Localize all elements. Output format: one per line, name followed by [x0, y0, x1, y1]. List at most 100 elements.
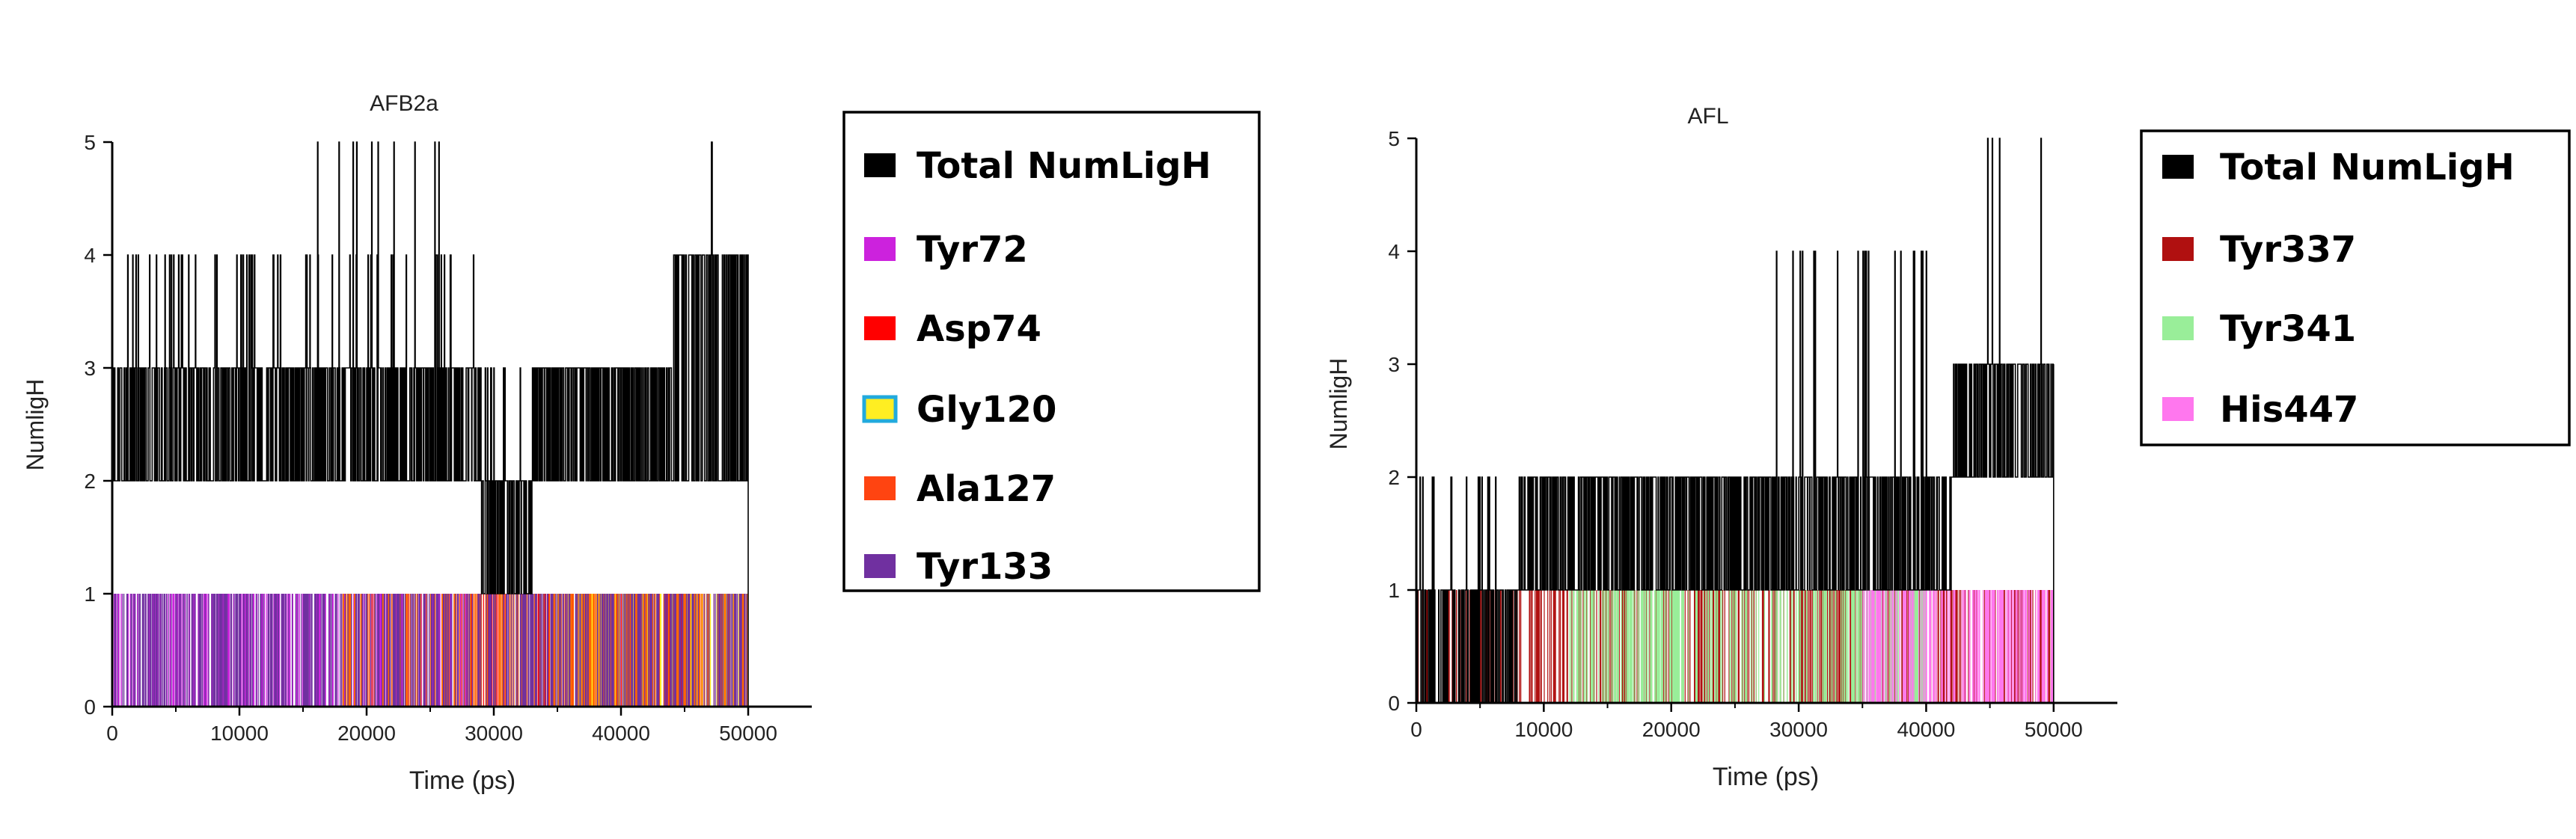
bar [387, 594, 388, 707]
bar [2008, 590, 2010, 703]
bar [1583, 590, 1585, 703]
bar [1859, 590, 1861, 703]
bar [650, 594, 652, 707]
bar [1834, 590, 1835, 703]
bar [2020, 590, 2022, 703]
bar [628, 594, 629, 707]
bar [536, 594, 537, 707]
bar [1972, 590, 1974, 703]
bar [278, 594, 281, 707]
bar [1993, 590, 1995, 703]
bar [285, 594, 287, 707]
bar [153, 594, 154, 707]
legend-swatch-total-numligh [864, 153, 896, 177]
bar [486, 594, 487, 707]
bar [343, 594, 344, 707]
bar [634, 594, 637, 707]
bar [1821, 590, 1823, 703]
bar [1606, 590, 1607, 703]
bar [591, 594, 593, 707]
bar [1671, 590, 1673, 703]
bar [524, 594, 526, 707]
bar [637, 594, 638, 707]
bar [1998, 590, 2001, 703]
bar [471, 594, 472, 707]
bar [397, 594, 398, 707]
bar [742, 594, 744, 707]
bar [1552, 590, 1554, 703]
bar [721, 594, 723, 707]
bar [1873, 590, 1874, 703]
bar [683, 594, 685, 707]
bar [386, 594, 388, 707]
bar [1713, 590, 1715, 703]
bar [276, 594, 278, 707]
bar [1541, 590, 1542, 703]
bar [344, 594, 346, 707]
bar [2029, 590, 2031, 703]
y-tick-label: 2 [1388, 466, 1400, 489]
bar [221, 594, 223, 707]
bar [729, 594, 730, 707]
bar [1549, 590, 1551, 703]
bar [1873, 590, 1875, 703]
bar [1888, 590, 1890, 703]
bar [1924, 590, 1925, 703]
bar [459, 594, 461, 707]
bar [673, 594, 675, 707]
bar [435, 594, 437, 707]
bar [1570, 590, 1572, 703]
bar [282, 594, 284, 707]
bar [1655, 590, 1656, 703]
bar [460, 594, 462, 707]
bar [1858, 590, 1860, 703]
bar [383, 594, 385, 707]
bar [426, 594, 428, 707]
bar [358, 594, 359, 707]
bar [1701, 590, 1703, 703]
bar [204, 594, 206, 707]
bar [1500, 590, 1502, 703]
legend-label-ala127: Ala127 [917, 468, 1056, 510]
bar [187, 594, 189, 707]
bar [1774, 590, 1775, 703]
bar [467, 594, 468, 707]
bar [551, 594, 553, 707]
bar [560, 594, 562, 707]
bar [1547, 590, 1549, 703]
bar [214, 594, 215, 707]
bar [1536, 590, 1538, 703]
bar [233, 594, 234, 707]
bar [126, 594, 128, 707]
bar [1636, 590, 1638, 703]
bar [311, 594, 313, 707]
bar [483, 594, 484, 707]
x-tick-label: 10000 [1514, 718, 1573, 741]
bar [1919, 590, 1921, 703]
bar [443, 594, 444, 707]
bar [245, 594, 247, 707]
bar [216, 594, 218, 707]
bar [2002, 590, 2004, 703]
bar [242, 594, 244, 707]
bar [1585, 590, 1587, 703]
bar [409, 594, 411, 707]
bar [207, 594, 209, 707]
bar [462, 594, 463, 707]
bar [192, 594, 195, 707]
bar [262, 594, 263, 707]
bar [1870, 590, 1872, 703]
bar [222, 594, 224, 707]
bar [1607, 590, 1609, 703]
bar [1456, 590, 1457, 703]
bar [343, 594, 345, 707]
bar [310, 594, 312, 707]
bar [498, 594, 500, 707]
bar [1707, 590, 1709, 703]
bar [1962, 590, 1964, 703]
bar [1698, 590, 1700, 703]
bar [710, 594, 712, 707]
bar [299, 594, 300, 707]
bar [1989, 590, 1991, 703]
bar [469, 594, 471, 707]
